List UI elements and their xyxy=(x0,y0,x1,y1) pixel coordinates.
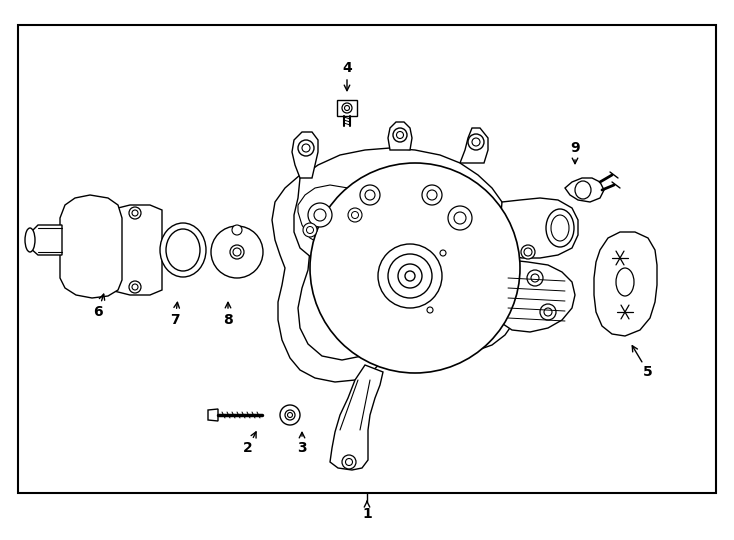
Ellipse shape xyxy=(546,209,574,247)
Text: 8: 8 xyxy=(223,313,233,327)
Polygon shape xyxy=(294,148,508,268)
Circle shape xyxy=(129,207,141,219)
Polygon shape xyxy=(60,195,122,298)
Polygon shape xyxy=(330,365,383,470)
Polygon shape xyxy=(460,128,488,163)
Polygon shape xyxy=(298,185,365,246)
Circle shape xyxy=(211,226,263,278)
Polygon shape xyxy=(337,100,357,116)
Circle shape xyxy=(232,225,242,235)
Circle shape xyxy=(298,140,314,156)
Text: 5: 5 xyxy=(643,365,653,379)
Polygon shape xyxy=(30,225,62,255)
Circle shape xyxy=(308,203,332,227)
Polygon shape xyxy=(208,409,218,421)
Circle shape xyxy=(527,270,543,286)
Polygon shape xyxy=(110,205,162,295)
Circle shape xyxy=(285,410,295,420)
Circle shape xyxy=(342,103,352,113)
Circle shape xyxy=(303,223,317,237)
Circle shape xyxy=(468,134,484,150)
Ellipse shape xyxy=(160,223,206,277)
Circle shape xyxy=(230,245,244,259)
Polygon shape xyxy=(498,198,578,258)
Circle shape xyxy=(393,128,407,142)
Polygon shape xyxy=(388,122,412,150)
Text: 2: 2 xyxy=(243,441,253,455)
Circle shape xyxy=(422,185,442,205)
Circle shape xyxy=(521,245,535,259)
Bar xyxy=(18,25,716,493)
Text: 6: 6 xyxy=(93,305,103,319)
Circle shape xyxy=(342,455,356,469)
Text: 1: 1 xyxy=(362,507,372,521)
Circle shape xyxy=(310,163,520,373)
Ellipse shape xyxy=(616,268,634,296)
Circle shape xyxy=(540,304,556,320)
Polygon shape xyxy=(594,232,657,336)
Circle shape xyxy=(448,206,472,230)
Polygon shape xyxy=(494,260,575,332)
Polygon shape xyxy=(565,178,604,202)
Circle shape xyxy=(129,281,141,293)
Text: 4: 4 xyxy=(342,61,352,75)
Circle shape xyxy=(280,405,300,425)
Text: 9: 9 xyxy=(570,141,580,155)
Text: 3: 3 xyxy=(297,441,307,455)
Circle shape xyxy=(360,185,380,205)
Ellipse shape xyxy=(575,181,591,199)
Text: 7: 7 xyxy=(170,313,180,327)
Circle shape xyxy=(348,208,362,222)
Polygon shape xyxy=(292,132,318,178)
Polygon shape xyxy=(272,175,388,382)
Polygon shape xyxy=(234,230,240,245)
Ellipse shape xyxy=(25,228,35,252)
